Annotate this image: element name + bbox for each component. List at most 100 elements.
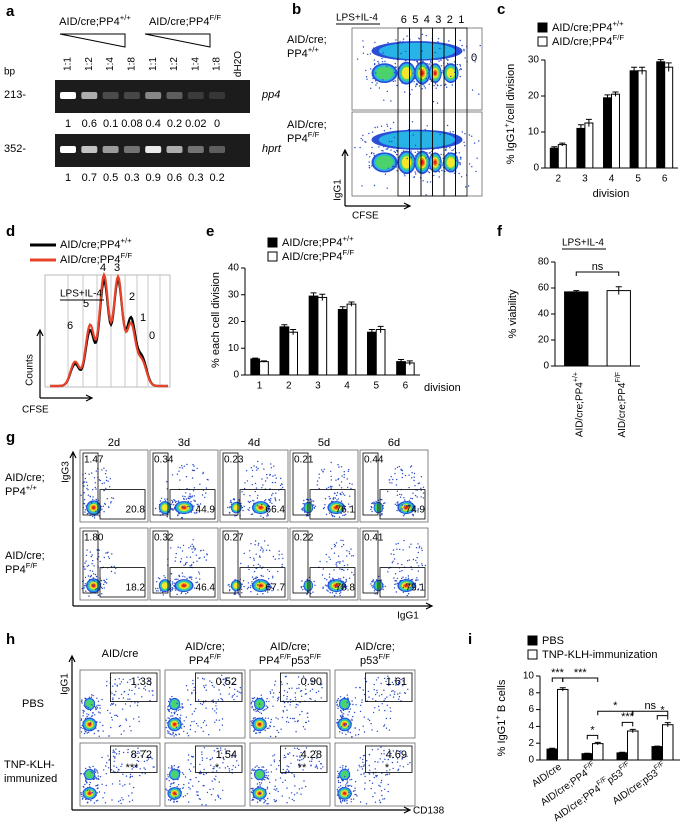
density <box>173 723 177 726</box>
flow-dot <box>229 507 231 509</box>
flow-dot <box>312 500 315 502</box>
bar <box>546 748 558 761</box>
flow-dot <box>292 717 294 720</box>
flow-dot <box>174 499 176 502</box>
igg1-gate <box>379 489 426 520</box>
flow-dot <box>316 484 318 486</box>
legend-label: PBS <box>542 635 564 647</box>
flow-dot <box>289 704 291 706</box>
flow-dot <box>326 589 328 591</box>
bar <box>288 331 298 376</box>
flow-dot <box>388 748 390 751</box>
text-part: F/F <box>308 130 320 139</box>
flow-dot <box>133 718 135 720</box>
flow-dot <box>112 749 115 751</box>
y-tick-label: 0 <box>528 755 534 766</box>
flow-dot <box>309 697 311 700</box>
flow-dot <box>271 481 274 484</box>
flow-dot <box>251 777 253 780</box>
flow-dot <box>266 515 268 517</box>
flow-dot <box>277 731 280 734</box>
flow-dot <box>402 576 404 578</box>
flow-dot <box>310 592 312 595</box>
flow-dot <box>172 715 174 717</box>
significance-label: *** <box>574 667 588 679</box>
flow-dot <box>413 479 415 482</box>
flow-dot <box>86 732 89 734</box>
flow-dot <box>137 760 140 763</box>
flow-dot <box>269 474 271 476</box>
density <box>433 71 437 76</box>
density <box>161 504 169 511</box>
flow-dot <box>265 769 268 771</box>
flow-dot <box>448 40 450 42</box>
flow-dot <box>253 578 255 580</box>
flow-dot <box>463 141 465 143</box>
flow-dot <box>298 687 300 689</box>
flow-dot <box>324 577 326 580</box>
flow-dot <box>225 752 228 754</box>
flow-dot <box>379 801 382 803</box>
flow-dot <box>261 463 263 465</box>
division-label: 5 <box>412 14 418 26</box>
flow-dot <box>154 507 157 510</box>
flow-dot <box>120 693 123 696</box>
flow-dot <box>340 487 343 489</box>
flow-dot <box>334 546 336 548</box>
flow-dot <box>401 151 403 154</box>
flow-dot <box>340 585 342 588</box>
flow-dot <box>97 775 100 777</box>
flow-dot <box>256 497 259 499</box>
flow-dot <box>356 795 358 797</box>
flow-dot <box>415 547 418 549</box>
flow-dot <box>213 750 216 752</box>
flow-dot <box>396 153 398 156</box>
gate <box>110 672 158 702</box>
flow-dot <box>337 707 339 709</box>
panel-letter: d <box>6 223 15 240</box>
flow-dot <box>187 754 190 756</box>
flow-dot <box>259 792 262 795</box>
flow-dot <box>341 475 343 477</box>
flow-dot <box>252 796 254 799</box>
flow-dot <box>239 687 242 689</box>
flow-dot <box>87 706 90 709</box>
flow-dot <box>405 50 407 52</box>
flow-dot <box>232 765 234 767</box>
flow-dot <box>294 692 296 694</box>
flow-dot <box>258 542 260 545</box>
flow-dot <box>342 493 344 495</box>
flow-dot <box>415 84 417 86</box>
flow-dot <box>336 721 338 724</box>
flow-dot <box>250 513 253 516</box>
flow-dot <box>203 747 206 749</box>
flow-dot <box>89 576 92 578</box>
flow-dot <box>250 720 252 722</box>
flow-dot <box>376 730 378 732</box>
flow-dot <box>290 762 292 765</box>
flow-dot <box>421 33 424 36</box>
flow-dot <box>222 757 225 760</box>
flow-dot <box>401 508 403 510</box>
flow-dot <box>234 688 236 691</box>
flow-dot <box>241 491 243 493</box>
flow-dot <box>434 83 437 85</box>
flow-dot <box>101 698 103 701</box>
flow-dot <box>258 581 261 583</box>
flow-dot <box>125 718 127 720</box>
flow-dot <box>389 482 391 484</box>
flow-dot <box>403 539 405 542</box>
flow-dot <box>347 725 350 728</box>
flow-dot <box>374 707 376 709</box>
flow-dot <box>84 783 86 786</box>
flow-dot <box>394 66 397 68</box>
significance-bracket <box>621 721 634 727</box>
flow-dot <box>95 575 98 578</box>
flow-dot <box>140 755 142 757</box>
flow-dot <box>227 765 229 768</box>
flow-dot <box>186 463 188 466</box>
flow-dot <box>447 59 449 61</box>
flow-dot <box>175 578 177 580</box>
flow-dot <box>198 571 200 573</box>
flow-dot <box>101 756 103 759</box>
